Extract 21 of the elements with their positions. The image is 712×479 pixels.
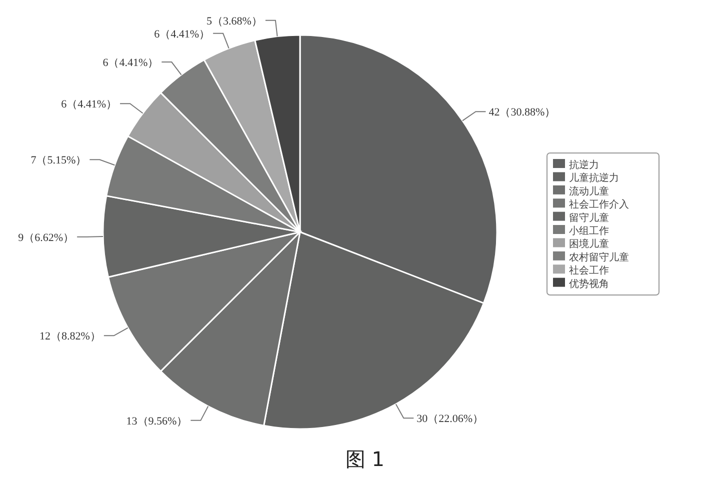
- data-label: 5（3.68%）: [206, 15, 262, 28]
- legend-label: 留守儿童: [569, 212, 609, 224]
- data-label: 6（4.41%）: [154, 28, 210, 40]
- legend-label: 抗逆力: [569, 159, 599, 171]
- legend-label: 社会工作介入: [569, 198, 629, 211]
- legend-label: 社会工作: [569, 264, 609, 277]
- data-label: 13（9.56%）: [126, 415, 188, 428]
- data-label: 9（6.62%）: [18, 232, 74, 244]
- data-label: 12（8.82%）: [39, 330, 101, 343]
- caption: 图 1: [345, 447, 385, 471]
- legend-label: 农村留守儿童: [569, 251, 629, 264]
- data-label: 42（30.88%）: [488, 106, 556, 119]
- legend-label: 小组工作: [569, 225, 609, 237]
- data-label: 7（5.15%）: [30, 154, 87, 167]
- data-label: 6（4.41%）: [102, 57, 159, 70]
- data-label: 30（22.06%）: [416, 413, 484, 426]
- legend-label: 儿童抗逆力: [569, 172, 619, 184]
- legend-label: 优势视角: [569, 278, 609, 290]
- data-label: 6（4.41%）: [61, 98, 118, 111]
- legend-label: 困境儿童: [569, 238, 609, 250]
- legend-label: 流动儿童: [569, 185, 609, 198]
